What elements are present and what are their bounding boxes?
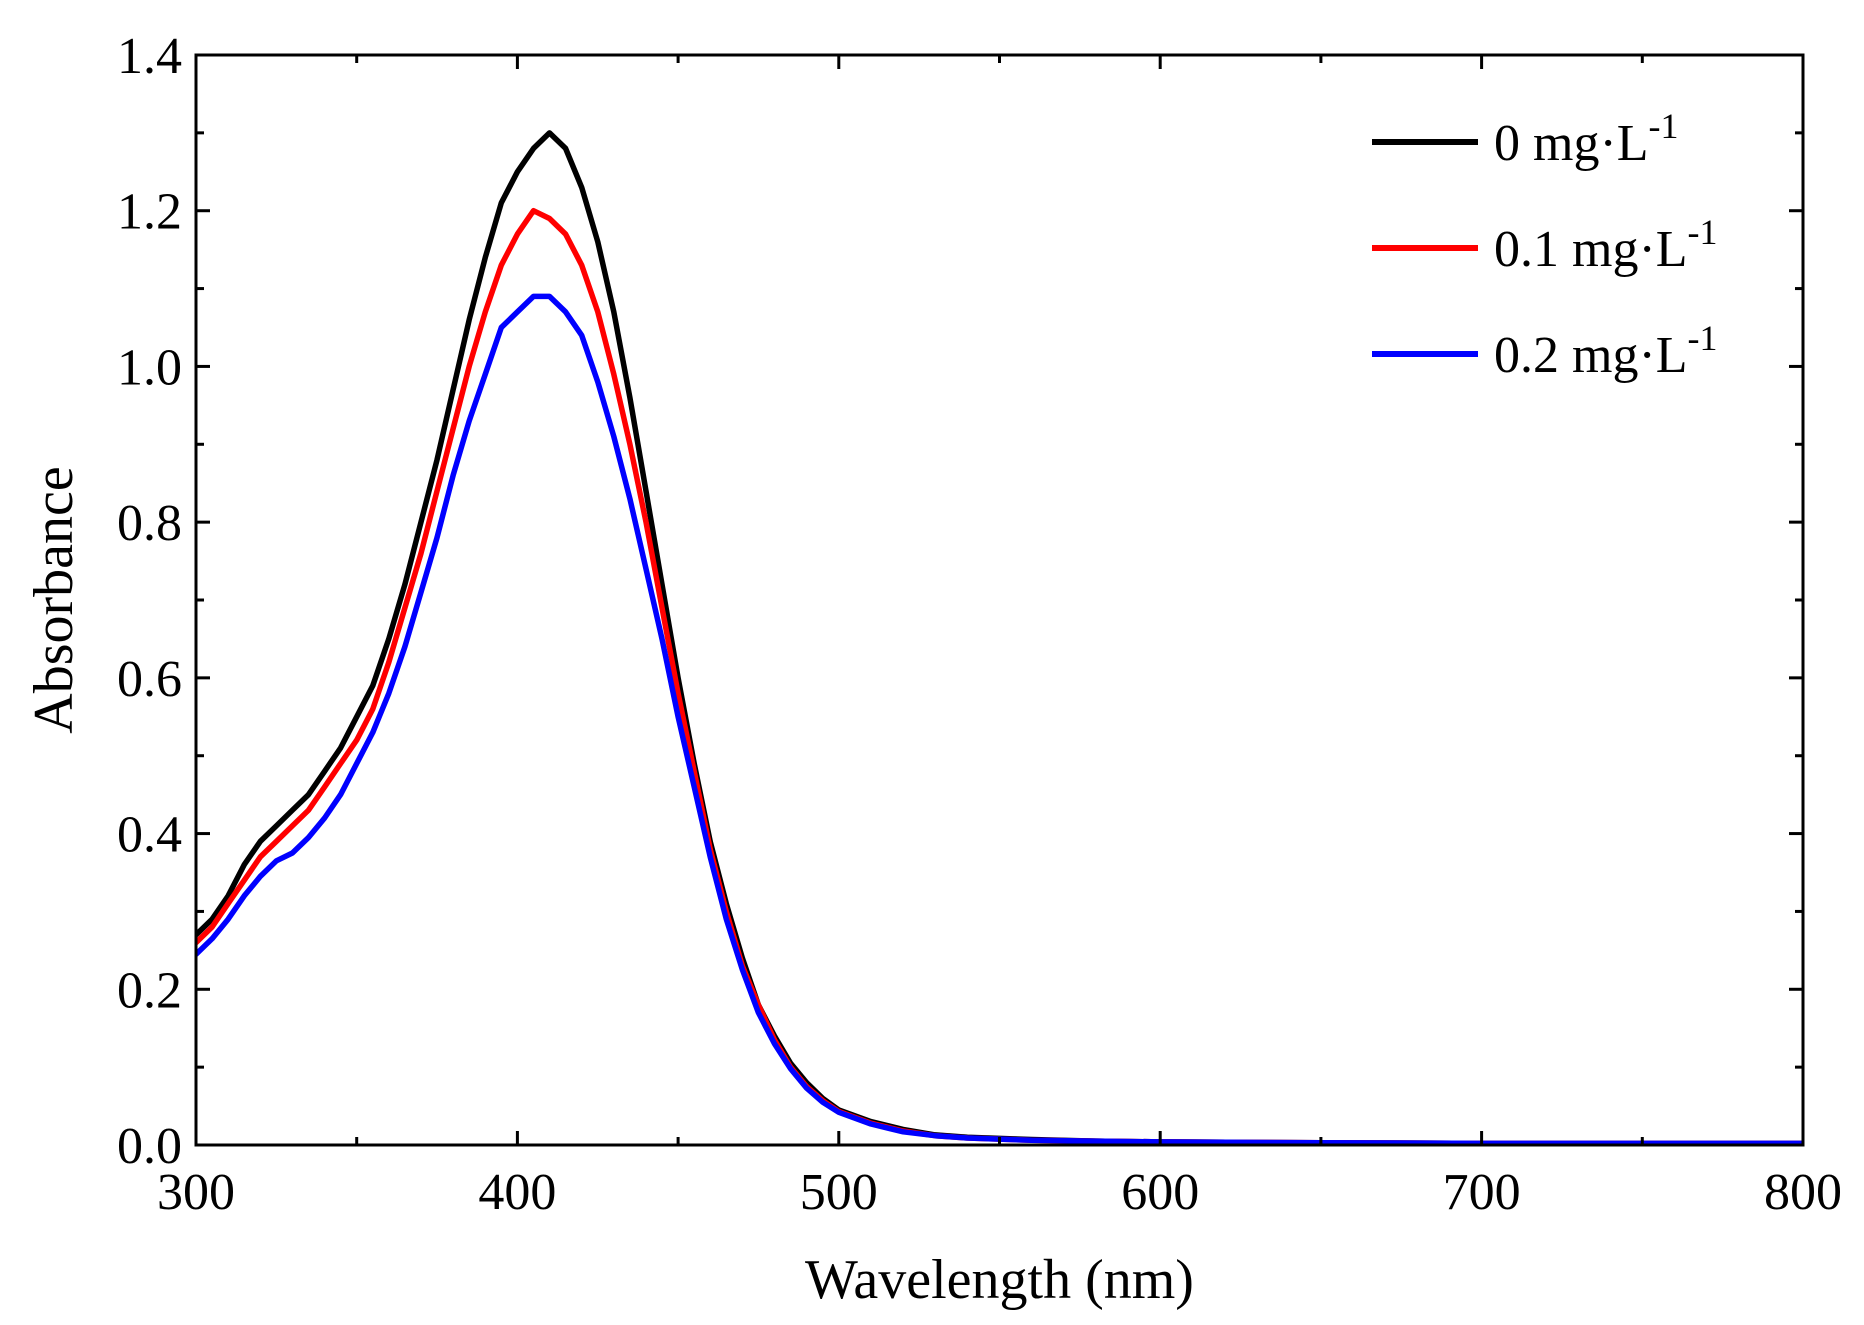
- legend-label-text: 0.2 mg·L: [1494, 327, 1688, 384]
- y-tick-label: 0.6: [117, 651, 182, 708]
- x-axis-title: Wavelength (nm): [805, 1249, 1194, 1311]
- y-axis-title: Absorbance: [23, 466, 85, 733]
- legend-label-0: 0 mg·L-1: [1494, 106, 1679, 172]
- y-tick-label: 1.4: [117, 28, 182, 85]
- legend-label-superscript: -1: [1688, 318, 1718, 358]
- y-tick-label: 1.2: [117, 184, 182, 241]
- legend-label-text: 0.1 mg·L: [1494, 221, 1688, 278]
- legend-label-1: 0.1 mg·L-1: [1494, 212, 1718, 278]
- y-tick-label: 0.0: [117, 1118, 182, 1175]
- legend-label-2: 0.2 mg·L-1: [1494, 318, 1718, 384]
- x-tick-label: 400: [478, 1164, 556, 1221]
- x-tick-label: 600: [1121, 1164, 1199, 1221]
- y-tick-label: 0.2: [117, 962, 182, 1019]
- legend: 0 mg·L-10.1 mg·L-10.2 mg·L-1: [1372, 106, 1718, 384]
- x-tick-label: 500: [800, 1164, 878, 1221]
- y-tick-label: 0.8: [117, 495, 182, 552]
- x-tick-label: 700: [1443, 1164, 1521, 1221]
- plot-frame: [194, 53, 1805, 1147]
- series-line-2: [196, 293, 1803, 1145]
- legend-label-superscript: -1: [1688, 212, 1718, 252]
- x-tick-label: 800: [1764, 1164, 1842, 1221]
- series-line-0: [196, 130, 1803, 1145]
- x-tick-label: 300: [157, 1164, 235, 1221]
- legend-label-superscript: -1: [1649, 106, 1679, 146]
- ticks-layer: 300 400 500 600 700 800 0.0 0.2 0.4 0.6 0.8 1.0 1.2 1…: [117, 28, 1842, 1221]
- legend-label-text: 0 mg·L: [1494, 115, 1649, 172]
- series-layer: [196, 130, 1803, 1145]
- y-tick-label: 0.4: [117, 807, 182, 864]
- y-tick-label: 1.0: [117, 339, 182, 396]
